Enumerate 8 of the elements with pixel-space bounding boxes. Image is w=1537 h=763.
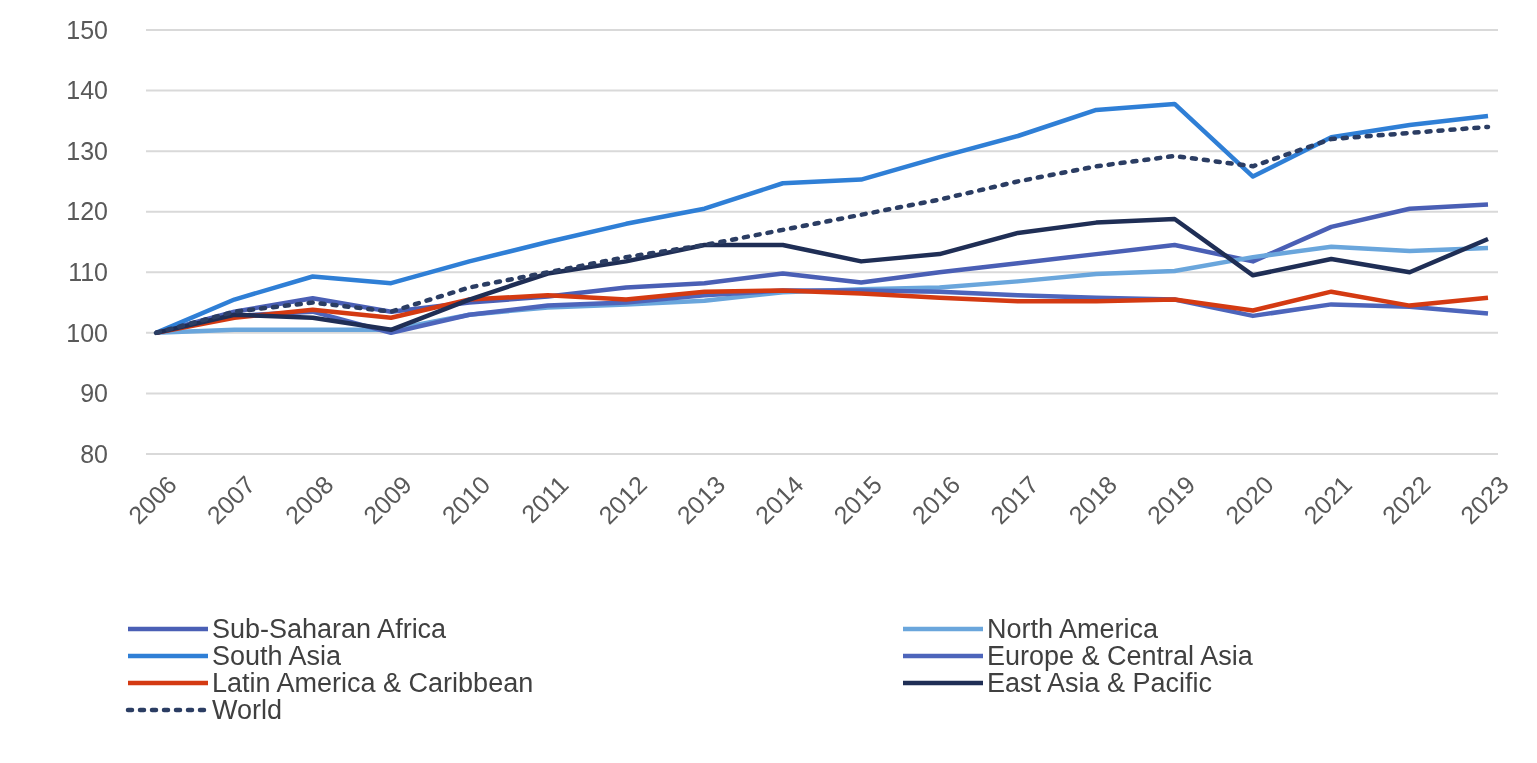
y-tick-label: 120	[66, 197, 108, 226]
y-tick-label: 100	[66, 318, 108, 347]
y-tick-label: 90	[80, 379, 108, 408]
y-tick-label: 80	[80, 439, 108, 468]
y-tick-label: 150	[66, 15, 108, 44]
y-tick-label: 140	[66, 76, 108, 105]
y-tick-label: 130	[66, 136, 108, 165]
y-tick-label: 110	[68, 258, 108, 287]
